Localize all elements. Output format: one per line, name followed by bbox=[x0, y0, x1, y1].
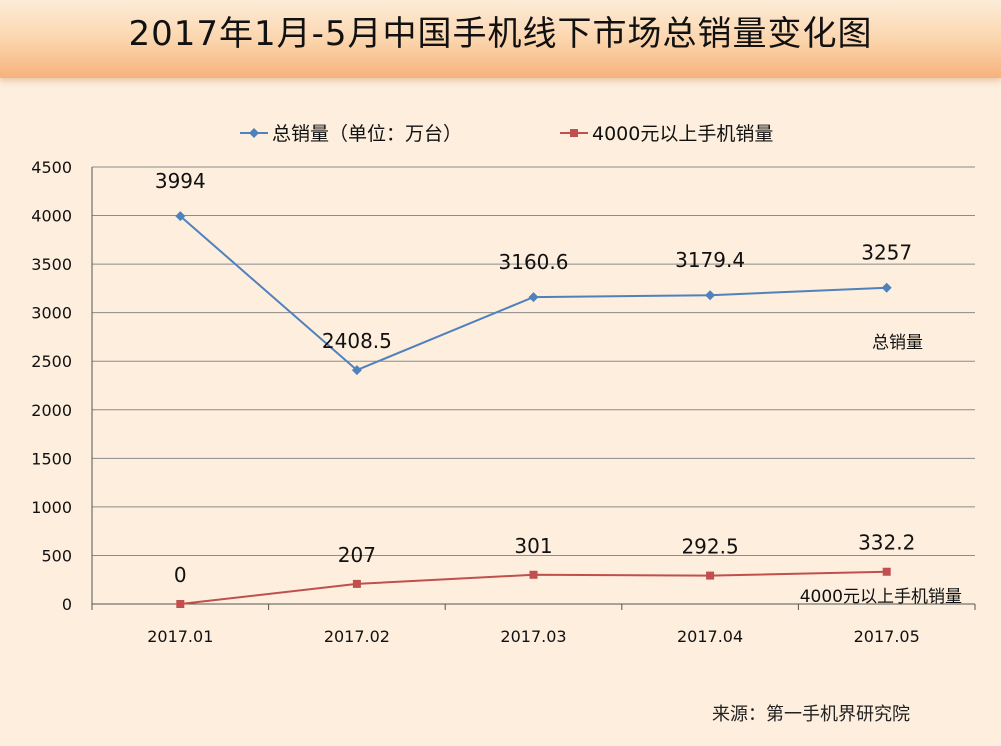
y-tick-label: 0 bbox=[62, 595, 72, 614]
data-label: 3257 bbox=[861, 241, 912, 265]
data-point bbox=[705, 290, 716, 301]
data-label: 292.5 bbox=[681, 535, 738, 559]
y-tick-label: 2500 bbox=[31, 352, 72, 371]
data-label: 207 bbox=[338, 543, 376, 567]
y-tick-label: 1500 bbox=[31, 449, 72, 468]
data-point bbox=[175, 211, 186, 222]
y-tick-label: 500 bbox=[41, 546, 72, 565]
data-label: 2408.5 bbox=[322, 329, 392, 353]
x-tick-label: 2017.04 bbox=[677, 627, 743, 646]
data-label: 0 bbox=[174, 563, 187, 587]
x-tick-label: 2017.01 bbox=[147, 627, 213, 646]
data-label: 332.2 bbox=[858, 531, 915, 555]
y-tick-label: 3500 bbox=[31, 255, 72, 274]
chart-title: 2017年1月-5月中国手机线下市场总销量变化图 bbox=[128, 14, 873, 54]
y-tick-label: 4500 bbox=[31, 158, 72, 177]
series-annotation: 4000元以上手机销量 bbox=[800, 587, 962, 607]
y-tick-label: 3000 bbox=[31, 304, 72, 323]
data-label: 301 bbox=[514, 534, 552, 558]
series-annotation: 总销量 bbox=[872, 333, 923, 353]
data-point bbox=[529, 570, 538, 579]
x-tick-label: 2017.02 bbox=[324, 627, 390, 646]
data-point bbox=[706, 571, 715, 580]
legend-marker bbox=[249, 128, 259, 138]
x-tick-label: 2017.03 bbox=[500, 627, 566, 646]
data-point bbox=[881, 282, 892, 293]
data-label: 3179.4 bbox=[675, 248, 745, 272]
y-tick-label: 1000 bbox=[31, 498, 72, 517]
legend-label: 总销量（单位：万台） bbox=[272, 123, 462, 145]
data-point bbox=[528, 292, 539, 303]
legend-marker bbox=[570, 129, 578, 137]
y-tick-label: 2000 bbox=[31, 401, 72, 420]
data-point bbox=[351, 365, 362, 376]
data-label: 3160.6 bbox=[499, 250, 569, 274]
data-point bbox=[352, 579, 361, 588]
x-tick-label: 2017.05 bbox=[854, 627, 920, 646]
title-band bbox=[0, 0, 1001, 78]
data-point bbox=[176, 600, 185, 608]
axes: 0 500 1000 1500 2000 2500 3000 3500 4000 4500 2017… bbox=[31, 158, 976, 646]
data-point bbox=[882, 567, 891, 576]
legend-label: 4000元以上手机销量 bbox=[592, 123, 773, 145]
data-label: 3994 bbox=[155, 169, 206, 193]
y-tick-label: 4000 bbox=[31, 207, 72, 226]
source-note: 来源：第一手机界研究院 bbox=[712, 704, 910, 725]
legend: 总销量（单位：万台） 4000元以上手机销量 bbox=[240, 123, 773, 145]
series-layer bbox=[175, 211, 892, 608]
data-labels: 3994 2408.5 3160.6 3179.4 3257 0 207 301 292.5 33… bbox=[155, 169, 962, 607]
grid-lines bbox=[92, 166, 975, 556]
